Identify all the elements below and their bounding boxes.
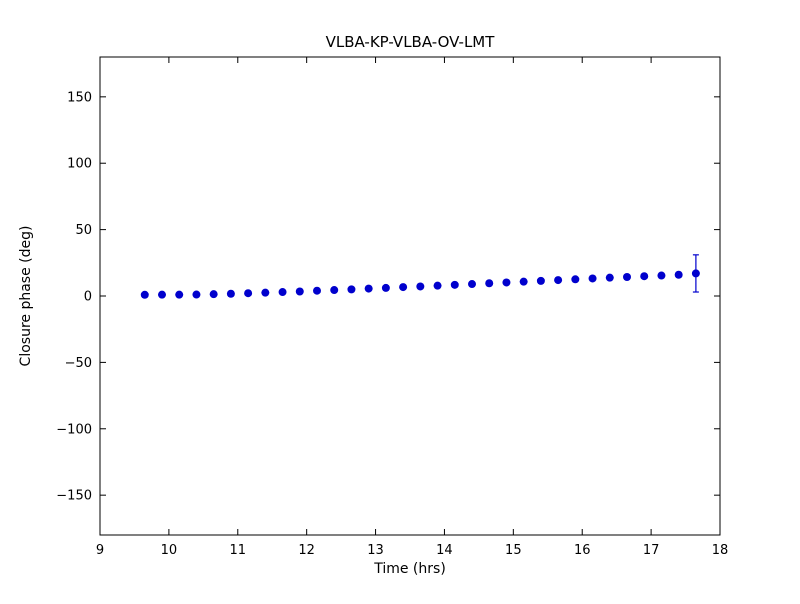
x-tick-label: 10	[161, 543, 178, 558]
x-tick-label: 17	[643, 543, 660, 558]
data-point	[347, 285, 356, 294]
data-point	[399, 283, 408, 292]
y-tick-label: −50	[65, 356, 92, 371]
data-point	[519, 277, 528, 286]
data-point	[623, 273, 631, 282]
data-point	[640, 272, 649, 281]
x-tick-label: 15	[505, 543, 522, 558]
data-point	[468, 280, 476, 289]
data-point	[416, 282, 425, 291]
data-point	[691, 269, 700, 278]
y-tick-label: −150	[56, 489, 92, 504]
x-tick-label: 12	[298, 543, 315, 558]
x-tick-label: 13	[367, 543, 384, 558]
data-point	[295, 287, 304, 296]
data-point	[485, 279, 494, 288]
data-point	[209, 290, 218, 299]
data-point	[657, 271, 666, 280]
data-point	[554, 276, 563, 285]
data-point	[502, 278, 511, 287]
data-point	[450, 280, 459, 289]
data-point	[192, 290, 201, 299]
data-point	[364, 284, 373, 293]
plot-content: 9 10 11 12 13 14 15 16 17 18 −150 −100 −50 0 50 100 150	[56, 56, 729, 558]
data-point	[674, 270, 683, 279]
x-tick-label: 16	[574, 543, 591, 558]
data-point	[261, 288, 270, 297]
x-tick-label: 14	[436, 543, 453, 558]
data-point	[226, 289, 235, 298]
y-tick-label: −100	[56, 422, 92, 437]
data-point	[175, 290, 184, 299]
x-tick-label: 18	[712, 543, 729, 558]
x-tick-label: 9	[96, 543, 104, 558]
data-point	[278, 288, 287, 297]
data-point	[330, 286, 339, 295]
data-point	[244, 289, 253, 298]
y-tick-label: 150	[67, 90, 92, 105]
x-axis-label: Time (hrs)	[373, 561, 446, 577]
data-point	[605, 273, 614, 282]
data-point	[536, 276, 545, 285]
data-point	[588, 274, 597, 283]
y-tick-label: 100	[67, 157, 92, 172]
x-tick-label: 11	[230, 543, 247, 558]
data-point	[313, 286, 321, 295]
data-point	[571, 275, 580, 284]
y-tick-label: 0	[84, 290, 92, 305]
data-point	[433, 281, 442, 290]
data-point	[140, 290, 149, 299]
chart-title: VLBA-KP-VLBA-OV-LMT	[326, 33, 496, 51]
y-axis-label: Closure phase (deg)	[18, 226, 34, 367]
data-point	[381, 283, 390, 292]
y-tick-label: 50	[75, 223, 92, 238]
data-point	[158, 290, 166, 299]
